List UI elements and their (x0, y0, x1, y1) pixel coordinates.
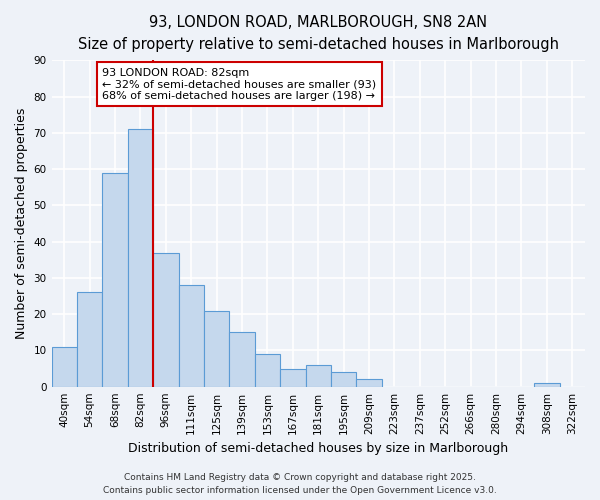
Bar (204, 310, 229, 386)
Bar (179, 285, 204, 386)
Y-axis label: Number of semi-detached properties: Number of semi-detached properties (15, 108, 28, 339)
Bar (356, 380, 382, 386)
Bar (255, 354, 280, 386)
Bar (331, 372, 356, 386)
X-axis label: Distribution of semi-detached houses by size in Marlborough: Distribution of semi-detached houses by … (128, 442, 508, 455)
Bar (128, 129, 153, 386)
Text: Contains HM Land Registry data © Crown copyright and database right 2025.
Contai: Contains HM Land Registry data © Crown c… (103, 474, 497, 495)
Bar (153, 252, 179, 386)
Bar (229, 332, 255, 386)
Text: 93 LONDON ROAD: 82sqm
← 32% of semi-detached houses are smaller (93)
68% of semi: 93 LONDON ROAD: 82sqm ← 32% of semi-deta… (103, 68, 376, 101)
Bar (77, 292, 103, 386)
Title: 93, LONDON ROAD, MARLBOROUGH, SN8 2AN
Size of property relative to semi-detached: 93, LONDON ROAD, MARLBOROUGH, SN8 2AN Si… (78, 15, 559, 52)
Bar (52, 347, 77, 387)
Bar (305, 365, 331, 386)
Bar (103, 172, 128, 386)
Bar (280, 368, 305, 386)
Bar (534, 383, 560, 386)
